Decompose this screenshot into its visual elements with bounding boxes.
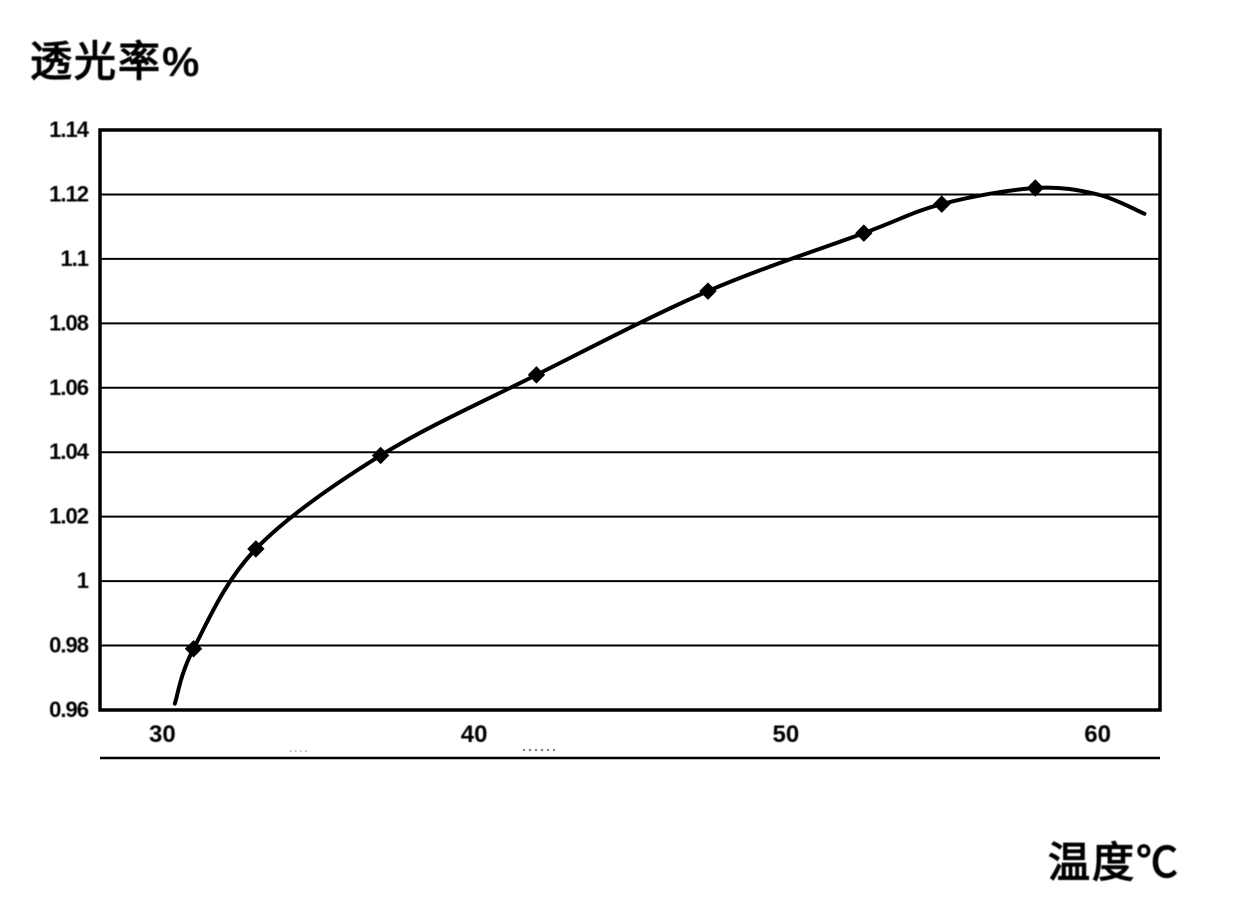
svg-text:0.96: 0.96 [49, 697, 89, 722]
svg-text:1.06: 1.06 [49, 375, 89, 400]
svg-text:30: 30 [149, 721, 176, 748]
chart-container: 透光率% 温度℃ 0.96 0.98 1 1.02 1.04 1.06 1.08 1.1 1.1… [20, 20, 1220, 890]
chart-svg: 0.96 0.98 1 1.02 1.04 1.06 1.08 1.1 1.12 1.14 30 40… [30, 120, 1170, 790]
svg-text:60: 60 [1084, 721, 1111, 748]
svg-text:1.14: 1.14 [49, 120, 90, 142]
svg-text:1.1: 1.1 [60, 246, 88, 271]
svg-text:1.08: 1.08 [49, 310, 89, 335]
svg-text:0.98: 0.98 [49, 633, 89, 658]
y-axis-title: 透光率% [30, 28, 201, 89]
svg-text:50: 50 [773, 721, 800, 748]
svg-text:1.04: 1.04 [49, 439, 90, 464]
svg-text:40: 40 [461, 721, 488, 748]
svg-text:1.12: 1.12 [49, 181, 89, 206]
svg-text:1: 1 [77, 568, 89, 593]
x-axis-title: 温度℃ [1048, 829, 1180, 890]
chart-plot-area: 0.96 0.98 1 1.02 1.04 1.06 1.08 1.1 1.12 1.14 30 40… [30, 120, 1170, 790]
svg-text:1.02: 1.02 [49, 504, 89, 529]
